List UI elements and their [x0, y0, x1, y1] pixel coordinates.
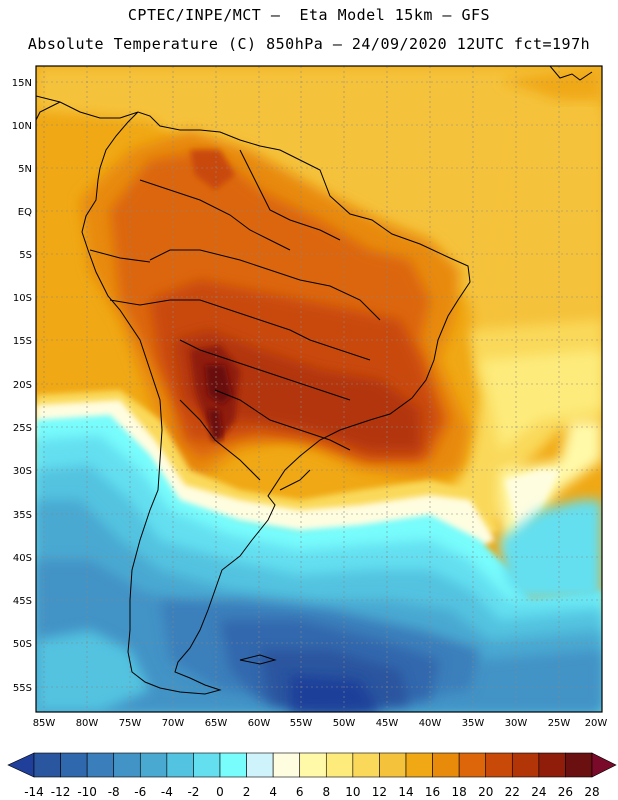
lat-label: 55S — [13, 683, 32, 694]
lon-label: 50W — [333, 718, 356, 729]
lat-label: EQ — [18, 207, 32, 218]
lat-label: 10N — [12, 121, 32, 132]
lon-label: 35W — [462, 718, 485, 729]
lat-label: 30S — [13, 466, 32, 477]
colorbar-swatch — [565, 752, 593, 778]
colorbar-label: -4 — [161, 785, 173, 799]
colorbar-swatch — [33, 752, 61, 778]
lat-label: 5N — [18, 164, 32, 175]
lon-label: 25W — [548, 718, 571, 729]
colorbar-label: 22 — [505, 785, 520, 799]
colorbar-swatch — [432, 752, 460, 778]
colorbar-swatch — [352, 752, 380, 778]
colorbar-label: 4 — [269, 785, 277, 799]
temperature-field — [36, 66, 602, 712]
colorbar-swatch — [405, 752, 433, 778]
colorbar-label: -12 — [51, 785, 71, 799]
colorbar-label: 18 — [452, 785, 467, 799]
colorbar-label: 8 — [322, 785, 330, 799]
colorbar-swatch — [379, 752, 407, 778]
lon-label: 80W — [76, 718, 99, 729]
colorbar-swatch — [272, 752, 301, 778]
lon-label: 60W — [248, 718, 271, 729]
latitude-labels: 15N 10N 5N EQ 5S 10S 15S 20S 25S 30S 35S… — [12, 78, 32, 694]
colorbar-label: -14 — [24, 785, 44, 799]
coastlines — [36, 66, 593, 695]
colorbar-label: -2 — [187, 785, 199, 799]
colorbar-swatch — [166, 752, 194, 778]
lon-label: 70W — [162, 718, 185, 729]
colorbar: -14 -12 -10 -8 -6 -4 -2 0 2 4 6 8 10 12 14 16 18 20 22 24 26… — [7, 752, 617, 799]
colorbar-label: 12 — [372, 785, 387, 799]
colorbar-swatch — [219, 752, 247, 778]
colorbar-label: -6 — [134, 785, 146, 799]
lon-label: 55W — [290, 718, 313, 729]
colorbar-swatch — [246, 752, 274, 778]
lat-label: 25S — [13, 423, 32, 434]
colorbar-swatch — [113, 752, 141, 778]
colorbar-label: 28 — [584, 785, 599, 799]
lat-label: 15S — [13, 336, 32, 347]
lat-label: 50S — [13, 639, 32, 650]
lon-label: 40W — [419, 718, 442, 729]
colorbar-swatch — [458, 752, 487, 778]
lat-label: 15N — [12, 78, 32, 89]
lat-label: 40S — [13, 553, 32, 564]
colorbar-swatch — [325, 752, 354, 778]
colorbar-swatch — [485, 752, 513, 778]
map-subtitle: Absolute Temperature (C) 850hPa – 24/09/… — [27, 35, 591, 53]
lon-label: 65W — [205, 718, 228, 729]
lon-label: 20W — [585, 718, 608, 729]
lat-label: 10S — [13, 293, 32, 304]
colorbar-label: 26 — [558, 785, 573, 799]
map-frame — [35, 65, 603, 713]
colorbar-label: -10 — [77, 785, 97, 799]
longitude-labels: 85W 80W 75W 70W 65W 60W 55W 50W 45W 40W … — [33, 718, 608, 729]
gridlines — [36, 66, 602, 712]
lon-label: 30W — [505, 718, 528, 729]
colorbar-swatch — [139, 752, 168, 778]
colorbar-label: 0 — [216, 785, 224, 799]
lat-label: 45S — [13, 596, 32, 607]
colorbar-label: 14 — [398, 785, 413, 799]
colorbar-label: 6 — [296, 785, 304, 799]
colorbar-arrow-low — [7, 752, 35, 778]
colorbar-label: 20 — [478, 785, 493, 799]
colorbar-label: 24 — [531, 785, 546, 799]
lat-label: 20S — [13, 380, 32, 391]
lon-label: 45W — [376, 718, 399, 729]
colorbar-swatch — [86, 752, 115, 778]
colorbar-swatch — [60, 752, 88, 778]
colorbar-label: 16 — [425, 785, 440, 799]
colorbar-arrow-high — [591, 752, 617, 778]
colorbar-label: 2 — [243, 785, 251, 799]
colorbar-swatch — [511, 752, 540, 778]
colorbar-swatch — [538, 752, 566, 778]
map-title: CPTEC/INPE/MCT – Eta Model 15km – GFS — [127, 6, 491, 24]
colorbar-swatch — [193, 752, 221, 778]
colorbar-swatch — [299, 752, 327, 778]
lon-label: 85W — [33, 718, 56, 729]
colorbar-label: -8 — [108, 785, 120, 799]
lat-label: 35S — [13, 510, 32, 521]
colorbar-label: 10 — [345, 785, 360, 799]
lat-label: 5S — [19, 250, 32, 261]
lon-label: 75W — [119, 718, 142, 729]
